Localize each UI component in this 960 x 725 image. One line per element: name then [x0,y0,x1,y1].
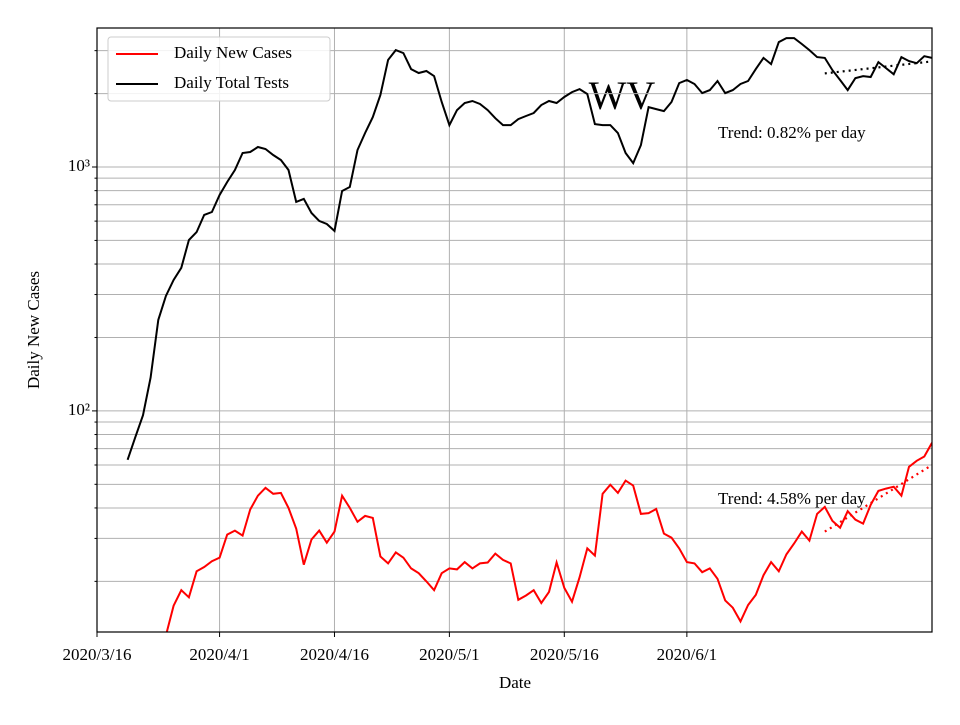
x-axis-label: Date [499,673,531,692]
x-tick-label: 2020/5/16 [530,645,599,664]
x-tick-label: 2020/4/16 [300,645,369,664]
y-tick-label: 10³ [68,156,90,175]
y-axis-label: Daily New Cases [24,271,43,389]
data-line [126,37,932,461]
annotation: WV [589,73,656,118]
data-line [165,442,932,632]
x-tick-label: 2020/4/1 [189,645,249,664]
x-tick-label: 2020/6/1 [657,645,717,664]
trend-label: Trend: 4.58% per day [718,489,866,508]
legend-label: Daily Total Tests [174,73,289,92]
y-tick-label: 10² [68,400,90,419]
x-tick-label: 2020/5/1 [419,645,479,664]
x-tick-label: 2020/3/16 [63,645,132,664]
legend-label: Daily New Cases [174,43,292,62]
plot-frame [96,27,933,633]
plot-area [126,37,932,632]
trend-label: Trend: 0.82% per day [718,123,866,142]
legend: Daily New Cases Daily Total Tests [107,36,331,102]
legend-box [107,36,331,102]
